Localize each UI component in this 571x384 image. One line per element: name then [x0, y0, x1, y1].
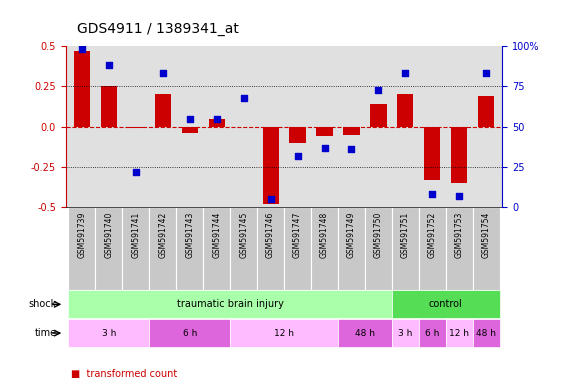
Text: 6 h: 6 h: [425, 329, 440, 338]
Bar: [478, 96, 494, 127]
Point: [455, 193, 464, 199]
Bar: [257, 207, 284, 290]
Point: [374, 86, 383, 93]
Bar: [446, 319, 473, 347]
Text: 3 h: 3 h: [398, 329, 413, 338]
Text: shock: shock: [29, 299, 57, 310]
Point: [293, 153, 302, 159]
Point: [347, 146, 356, 152]
Text: 3 h: 3 h: [102, 329, 116, 338]
Bar: [289, 127, 305, 143]
Bar: [424, 127, 440, 180]
Bar: [343, 127, 360, 135]
Bar: [69, 207, 95, 290]
Bar: [74, 51, 90, 127]
Text: 48 h: 48 h: [355, 329, 375, 338]
Bar: [122, 207, 149, 290]
Text: GSM591754: GSM591754: [482, 212, 491, 258]
Text: time: time: [35, 328, 57, 338]
Bar: [176, 207, 203, 290]
Point: [401, 70, 410, 76]
Bar: [311, 207, 338, 290]
Text: GSM591743: GSM591743: [185, 212, 194, 258]
Text: GSM591741: GSM591741: [131, 212, 140, 258]
Point: [158, 70, 167, 76]
Text: GSM591746: GSM591746: [266, 212, 275, 258]
Text: traumatic brain injury: traumatic brain injury: [176, 299, 284, 310]
Bar: [69, 290, 392, 318]
Bar: [203, 207, 230, 290]
Bar: [338, 319, 392, 347]
Point: [131, 169, 140, 175]
Text: GDS4911 / 1389341_at: GDS4911 / 1389341_at: [77, 23, 239, 36]
Bar: [451, 127, 468, 183]
Text: ■  transformed count: ■ transformed count: [71, 369, 178, 379]
Bar: [365, 207, 392, 290]
Point: [185, 116, 194, 122]
Text: GSM591747: GSM591747: [293, 212, 302, 258]
Text: 12 h: 12 h: [274, 329, 294, 338]
Point: [212, 116, 221, 122]
Point: [104, 62, 114, 68]
Text: control: control: [429, 299, 463, 310]
Point: [482, 70, 491, 76]
Text: GSM591748: GSM591748: [320, 212, 329, 258]
Text: GSM591745: GSM591745: [239, 212, 248, 258]
Point: [239, 94, 248, 101]
Text: GSM591742: GSM591742: [158, 212, 167, 258]
Point: [266, 196, 275, 202]
Bar: [419, 319, 446, 347]
Point: [77, 46, 86, 52]
Text: 6 h: 6 h: [183, 329, 197, 338]
Text: GSM591752: GSM591752: [428, 212, 437, 258]
Bar: [230, 319, 338, 347]
Bar: [95, 207, 122, 290]
Text: GSM591740: GSM591740: [104, 212, 113, 258]
Bar: [155, 94, 171, 127]
Text: GSM591744: GSM591744: [212, 212, 221, 258]
Text: 48 h: 48 h: [476, 329, 496, 338]
Point: [320, 145, 329, 151]
Bar: [149, 207, 176, 290]
Bar: [182, 127, 198, 133]
Bar: [149, 319, 230, 347]
Text: 12 h: 12 h: [449, 329, 469, 338]
Bar: [69, 319, 149, 347]
Bar: [473, 319, 500, 347]
Bar: [338, 207, 365, 290]
Bar: [100, 86, 117, 127]
Bar: [284, 207, 311, 290]
Bar: [230, 207, 257, 290]
Bar: [392, 290, 500, 318]
Bar: [397, 94, 413, 127]
Point: [428, 191, 437, 197]
Text: GSM591739: GSM591739: [77, 212, 86, 258]
Bar: [473, 207, 500, 290]
Bar: [419, 207, 446, 290]
Text: GSM591750: GSM591750: [374, 212, 383, 258]
Bar: [371, 104, 387, 127]
Bar: [392, 207, 419, 290]
Bar: [263, 127, 279, 204]
Bar: [392, 319, 419, 347]
Text: GSM591749: GSM591749: [347, 212, 356, 258]
Bar: [316, 127, 332, 136]
Bar: [128, 127, 144, 128]
Bar: [446, 207, 473, 290]
Text: GSM591751: GSM591751: [401, 212, 410, 258]
Bar: [208, 119, 225, 127]
Text: GSM591753: GSM591753: [455, 212, 464, 258]
